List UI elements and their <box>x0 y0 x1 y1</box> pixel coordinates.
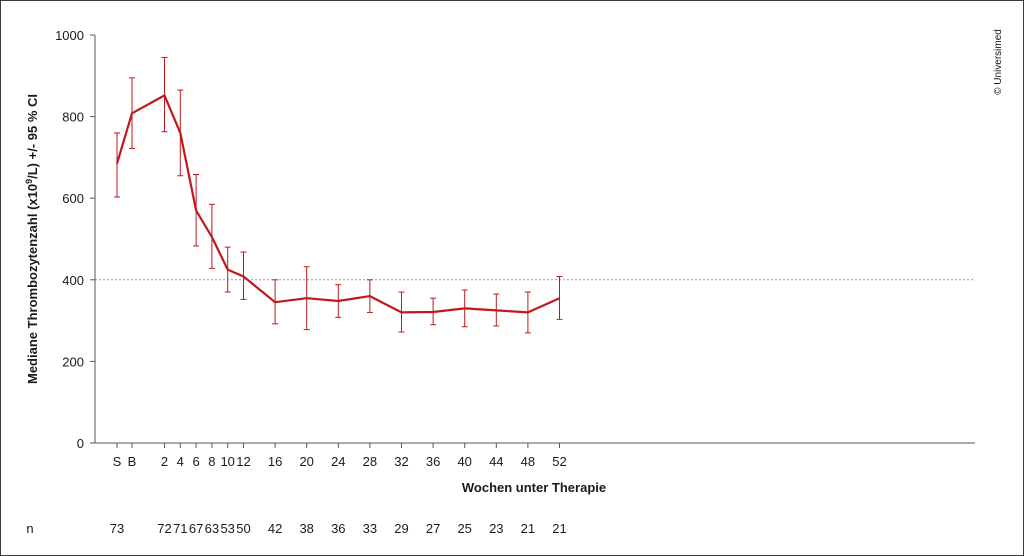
n-value: 25 <box>457 521 471 536</box>
x-tick-label: 2 <box>161 454 168 469</box>
y-tick-label: 400 <box>62 273 84 288</box>
y-axis-title-part-1: Mediane Thrombozytenzahl (x10 <box>25 184 40 384</box>
n-value: 42 <box>268 521 282 536</box>
y-tick-labels: 0 200 400 600 800 1000 <box>55 28 95 451</box>
x-tick-label: 32 <box>394 454 408 469</box>
n-value: 71 <box>173 521 187 536</box>
error-bars <box>114 56 563 334</box>
x-tick-label: S <box>113 454 122 469</box>
error-bar <box>556 276 563 320</box>
n-value: 53 <box>220 521 234 536</box>
series-line-layer <box>115 94 560 314</box>
x-axis-title: Wochen unter Therapie <box>462 480 606 495</box>
y-tick-label: 0 <box>77 436 84 451</box>
n-value: 23 <box>489 521 503 536</box>
x-tick-label: 40 <box>457 454 471 469</box>
n-value: 72 <box>157 521 171 536</box>
n-value: 73 <box>110 521 124 536</box>
x-tick-label: 52 <box>552 454 566 469</box>
x-tick-label: 16 <box>268 454 282 469</box>
y-axis-title: Mediane Thrombozytenzahl (x109/L) +/- 95… <box>24 94 40 384</box>
x-tick-label: 28 <box>363 454 377 469</box>
n-row: n 73 72 71 67 63 53 50 42 38 36 33 29 27 25 23 21 21 <box>26 521 566 536</box>
x-tick-label: 10 <box>220 454 234 469</box>
x-tick-label: 24 <box>331 454 345 469</box>
y-tick-label: 600 <box>62 191 84 206</box>
x-tick-label: 36 <box>426 454 440 469</box>
series-line <box>115 94 560 314</box>
x-tick-label: B <box>128 454 137 469</box>
y-tick-label: 200 <box>62 354 84 369</box>
x-tick-labels: S B 2 4 6 8 10 12 16 20 24 28 32 36 40 44 48 52 <box>113 443 567 469</box>
x-tick-label: 8 <box>208 454 215 469</box>
n-value: 67 <box>189 521 203 536</box>
n-value: 50 <box>236 521 250 536</box>
n-value: 21 <box>521 521 535 536</box>
y-axis-title-superscript: 9 <box>24 179 34 184</box>
x-tick-label: 12 <box>236 454 250 469</box>
n-value: 38 <box>299 521 313 536</box>
x-tick-label: 4 <box>177 454 184 469</box>
x-tick-label: 48 <box>521 454 535 469</box>
n-value: 33 <box>363 521 377 536</box>
n-value: 29 <box>394 521 408 536</box>
n-value: 36 <box>331 521 345 536</box>
x-tick-label: 20 <box>299 454 313 469</box>
copyright-text: © Universimed <box>993 29 1004 95</box>
n-value: 21 <box>552 521 566 536</box>
n-value: 63 <box>205 521 219 536</box>
n-row-label: n <box>26 521 33 536</box>
n-value: 27 <box>426 521 440 536</box>
axes <box>94 35 975 444</box>
y-axis-title-part-2: /L) +/- 95 % CI <box>25 94 40 179</box>
y-tick-label: 800 <box>62 110 84 125</box>
y-tick-label: 1000 <box>55 28 84 43</box>
x-tick-label: 44 <box>489 454 503 469</box>
error-bar <box>114 132 120 198</box>
x-tick-label: 6 <box>192 454 199 469</box>
